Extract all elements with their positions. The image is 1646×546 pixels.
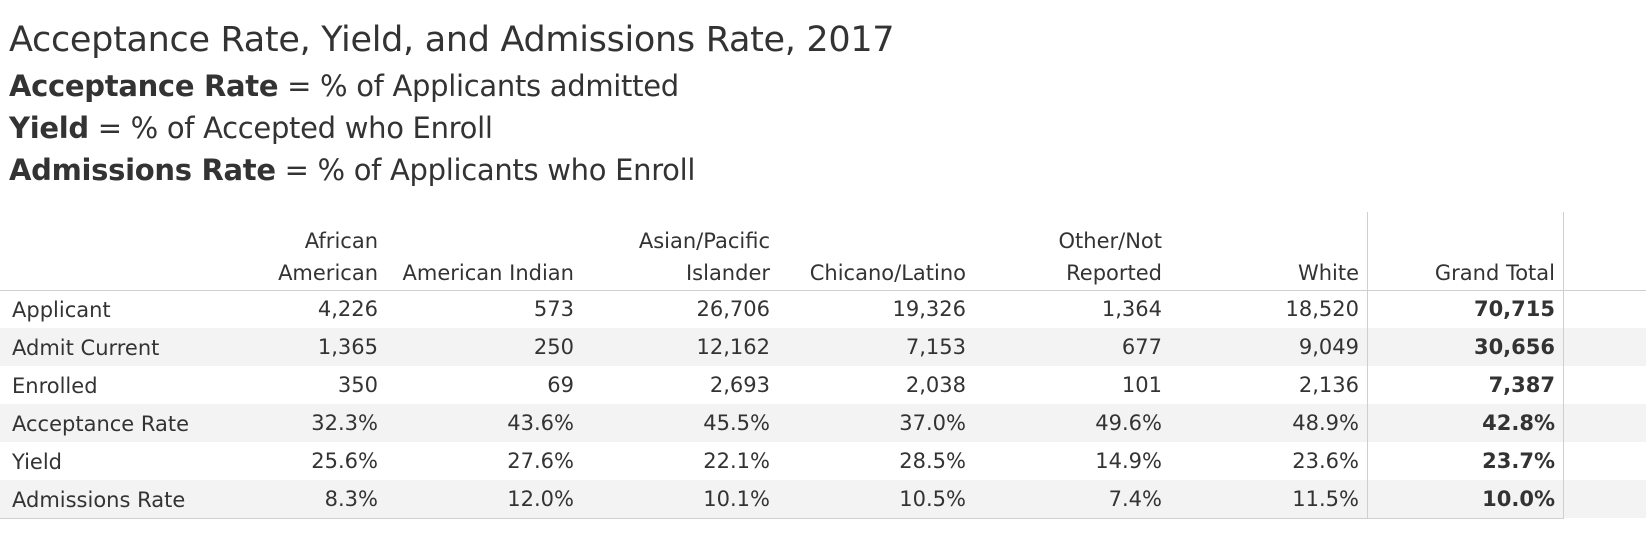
table-cell: 27.6% <box>507 449 574 473</box>
table-cell: 37.0% <box>899 411 966 435</box>
table-cell: 45.5% <box>703 411 770 435</box>
table-cell: 11.5% <box>1292 487 1359 511</box>
row-label: Enrolled <box>12 374 98 398</box>
column-header: African <box>304 229 378 253</box>
definition-text: = % of Applicants who Enroll <box>275 153 696 187</box>
table-bottom-border <box>0 518 1564 519</box>
definition-yield: Yield = % of Accepted who Enroll <box>9 108 493 148</box>
grand-total-cell: 23.7% <box>1482 449 1555 473</box>
table-cell: 19,326 <box>892 297 966 321</box>
row-label: Yield <box>12 450 62 474</box>
table-cell: 1,364 <box>1101 297 1162 321</box>
table-cell: 26,706 <box>696 297 770 321</box>
table-row: Applicant 4,226 573 26,706 19,326 1,364 18,520… <box>0 290 1646 328</box>
column-header: Grand Total <box>1434 261 1555 285</box>
table-cell: 10.5% <box>899 487 966 511</box>
table-cell: 7,153 <box>905 335 966 359</box>
table-row: Acceptance Rate 32.3% 43.6% 45.5% 37.0% 49.6%… <box>0 404 1646 442</box>
table-row: Admissions Rate 8.3% 12.0% 10.1% 10.5% 7.4% 11… <box>0 480 1646 518</box>
table-row: Yield 25.6% 27.6% 22.1% 28.5% 14.9% 23.6% 23.7% <box>0 442 1646 480</box>
column-header: Other/Not <box>1058 229 1163 253</box>
table-cell: 12.0% <box>507 487 574 511</box>
header-divider <box>190 290 1646 291</box>
definition-term: Acceptance Rate <box>9 69 279 103</box>
table-cell: 8.3% <box>324 487 378 511</box>
table-cell: 28.5% <box>899 449 966 473</box>
grand-total-cell: 42.8% <box>1482 411 1555 435</box>
row-label: Applicant <box>12 298 111 322</box>
column-header: American <box>278 261 378 285</box>
column-header: Asian/Pacific <box>638 229 770 253</box>
column-header: White <box>1297 261 1359 285</box>
definition-term: Yield <box>9 111 89 145</box>
table-cell: 10.1% <box>703 487 770 511</box>
column-header: American Indian <box>402 261 574 285</box>
grand-total-cell: 30,656 <box>1473 335 1555 359</box>
table-cell: 22.1% <box>703 449 770 473</box>
table-row: Admit Current 1,365 250 12,162 7,153 677 9,049… <box>0 328 1646 366</box>
table-cell: 43.6% <box>507 411 574 435</box>
table-cell: 69 <box>547 373 574 397</box>
table-cell: 350 <box>337 373 378 397</box>
definition-term: Admissions Rate <box>9 153 276 187</box>
table-cell: 14.9% <box>1095 449 1162 473</box>
table-cell: 49.6% <box>1095 411 1162 435</box>
column-header: Reported <box>1066 261 1162 285</box>
table-cell: 573 <box>533 297 574 321</box>
table-cell: 23.6% <box>1292 449 1359 473</box>
table-cell: 7.4% <box>1108 487 1162 511</box>
grand-total-cell: 7,387 <box>1488 373 1555 397</box>
table-cell: 2,136 <box>1298 373 1359 397</box>
table-cell: 32.3% <box>311 411 378 435</box>
table-cell: 1,365 <box>317 335 378 359</box>
table-cell: 2,038 <box>905 373 966 397</box>
table-row: Enrolled 350 69 2,693 2,038 101 2,136 7,387 <box>0 366 1646 404</box>
column-header: Islander <box>685 261 770 285</box>
grand-total-divider <box>1367 212 1368 518</box>
grand-total-cell: 70,715 <box>1473 297 1555 321</box>
table-cell: 18,520 <box>1285 297 1359 321</box>
table-cell: 2,693 <box>709 373 770 397</box>
definition-text: = % of Accepted who Enroll <box>88 111 493 145</box>
table-cell: 12,162 <box>696 335 770 359</box>
grand-total-cell: 10.0% <box>1482 487 1555 511</box>
table-cell: 250 <box>533 335 574 359</box>
table-cell: 101 <box>1121 373 1162 397</box>
definition-admissions-rate: Admissions Rate = % of Applicants who En… <box>9 150 695 190</box>
row-label: Admissions Rate <box>12 488 186 512</box>
table-cell: 25.6% <box>311 449 378 473</box>
chart-title: Acceptance Rate, Yield, and Admissions R… <box>9 20 895 60</box>
row-header-divider <box>0 290 190 291</box>
definition-acceptance-rate: Acceptance Rate = % of Applicants admitt… <box>9 66 679 106</box>
table-cell: 9,049 <box>1298 335 1359 359</box>
table-cell: 48.9% <box>1292 411 1359 435</box>
row-label: Admit Current <box>12 336 160 360</box>
row-label: Acceptance Rate <box>12 412 190 436</box>
table-right-border <box>1563 212 1564 518</box>
column-header: Chicano/Latino <box>809 261 966 285</box>
table-cell: 677 <box>1121 335 1162 359</box>
table-cell: 4,226 <box>317 297 378 321</box>
definition-text: = % of Applicants admitted <box>278 69 679 103</box>
